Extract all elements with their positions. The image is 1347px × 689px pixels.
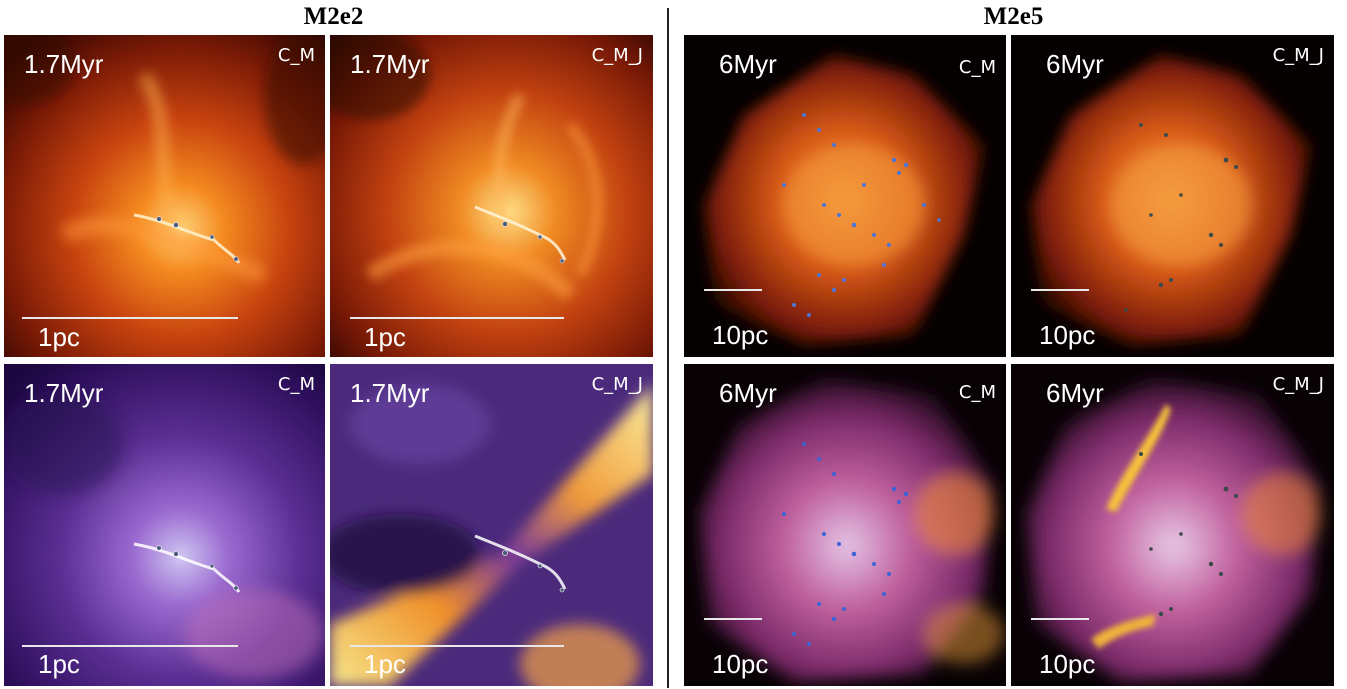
group-divider <box>667 8 669 688</box>
scale-label: 1pc <box>364 322 406 352</box>
panel-m2e5-cm-temperature: 6Myr C_M 10pc <box>684 364 1006 686</box>
scale-label: 1pc <box>38 649 80 679</box>
time-label: 1.7Myr <box>350 49 430 79</box>
run-label: C_M <box>958 57 996 78</box>
panel-m2e5-cmj-temperature: 6Myr C_M_J 10pc <box>1011 364 1334 686</box>
run-label: C_M_J <box>591 45 643 66</box>
time-label: 6Myr <box>1046 49 1104 79</box>
scale-bar <box>1031 289 1089 291</box>
scale-label: 10pc <box>712 649 769 679</box>
run-label: C_M_J <box>1272 45 1324 66</box>
scale-bar <box>22 645 238 647</box>
density-map-image <box>1011 35 1334 357</box>
temperature-map-image <box>4 364 325 686</box>
scale-label: 1pc <box>364 649 406 679</box>
run-label: C_M_J <box>1272 374 1324 395</box>
scale-bar <box>704 618 762 620</box>
group-title-m2e2: M2e2 <box>303 3 364 30</box>
scale-label: 10pc <box>1039 320 1096 350</box>
panel-m2e2-cm-temperature: 1.7Myr C_M 1pc <box>4 364 325 686</box>
time-label: 1.7Myr <box>24 49 104 79</box>
run-label: C_M <box>277 45 315 66</box>
panel-m2e5-cm-density: 6Myr C_M 10pc <box>684 35 1006 357</box>
scale-bar <box>350 317 564 319</box>
scale-label: 10pc <box>712 320 769 350</box>
density-map-image <box>684 35 1006 357</box>
run-label: C_M <box>277 374 315 395</box>
time-label: 6Myr <box>719 378 777 408</box>
density-map-image <box>4 35 325 357</box>
panel-m2e5-cmj-density: 6Myr C_M_J 10pc <box>1011 35 1334 357</box>
run-label: C_M <box>958 382 996 403</box>
scale-bar <box>22 317 238 319</box>
scale-label: 10pc <box>1039 649 1096 679</box>
temperature-map-image <box>684 364 1006 686</box>
panel-m2e2-cmj-temperature: 1.7Myr C_M_J 1pc <box>330 364 653 686</box>
temperature-map-image <box>330 364 653 686</box>
run-label: C_M_J <box>591 374 643 395</box>
density-map-image <box>330 35 653 357</box>
time-label: 6Myr <box>719 49 777 79</box>
time-label: 6Myr <box>1046 378 1104 408</box>
panel-m2e2-cm-density: 1.7Myr C_M 1pc <box>4 35 325 357</box>
time-label: 1.7Myr <box>350 378 430 408</box>
group-title-m2e5: M2e5 <box>983 3 1044 30</box>
scale-bar <box>704 289 762 291</box>
scale-bar <box>350 645 564 647</box>
time-label: 1.7Myr <box>24 378 104 408</box>
scale-bar <box>1031 618 1089 620</box>
panel-m2e2-cmj-density: 1.7Myr C_M_J 1pc <box>330 35 653 357</box>
temperature-map-image <box>1011 364 1334 686</box>
scale-label: 1pc <box>38 322 80 352</box>
